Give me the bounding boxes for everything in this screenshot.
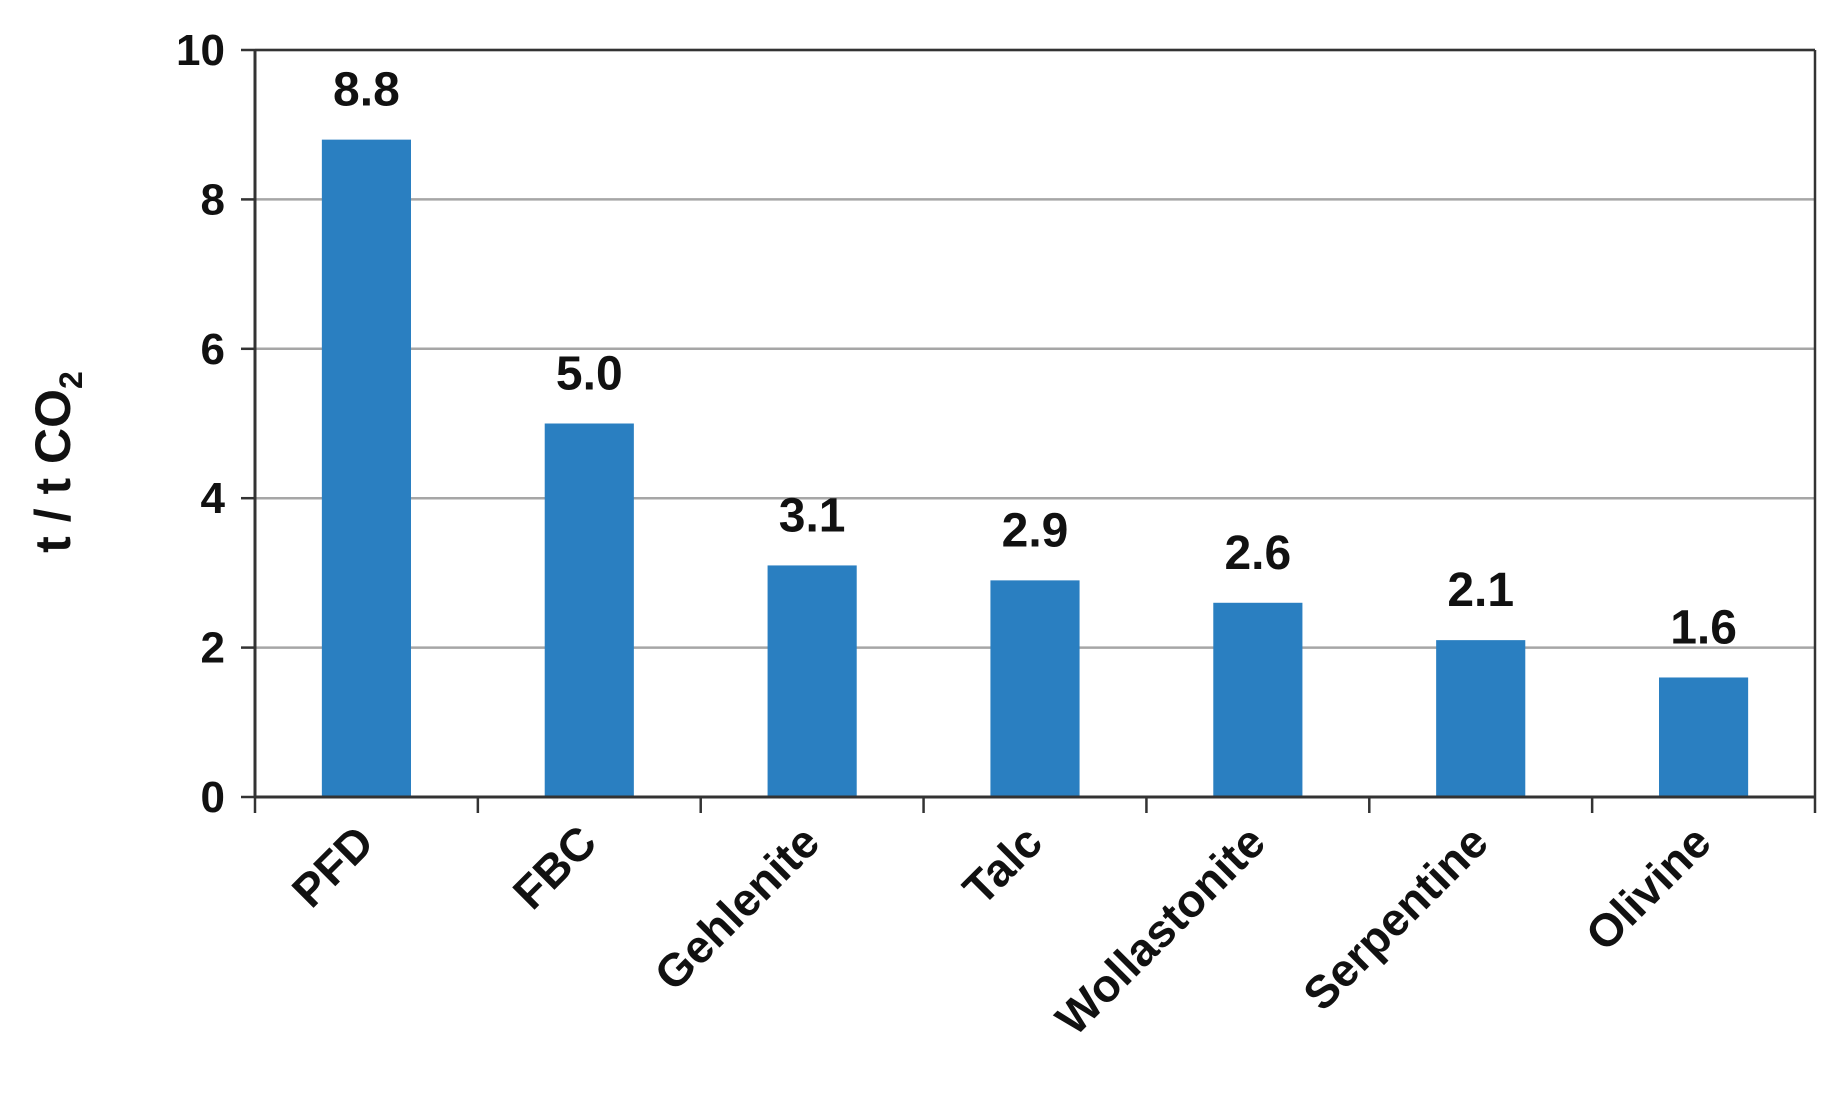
y-tick-label: 2 (201, 624, 225, 673)
y-axis-title-main: t / t CO (25, 389, 81, 553)
y-tick-label: 4 (201, 474, 226, 523)
x-category-label: Wollastonite (1045, 815, 1275, 1045)
gridlines (255, 48, 1815, 649)
x-category-label: Olivine (1575, 815, 1720, 960)
y-axis-title-subscript: 2 (53, 371, 89, 389)
data-label: 3.1 (779, 489, 846, 542)
data-label: 1.6 (1670, 601, 1737, 654)
bar (1213, 602, 1303, 797)
axes (241, 48, 1817, 813)
data-label: 2.1 (1447, 564, 1514, 617)
y-tick-label: 8 (201, 175, 225, 224)
y-axis-title: t / t CO2 (25, 371, 89, 553)
bar (990, 580, 1080, 797)
bar (767, 565, 857, 797)
data-label: 2.9 (1002, 504, 1069, 557)
x-category-label: FBC (503, 815, 607, 919)
bars (321, 139, 1749, 797)
x-category-label: PFD (282, 815, 384, 917)
y-tick-label: 6 (201, 325, 225, 374)
bar (544, 423, 634, 797)
data-label: 2.6 (1224, 527, 1291, 580)
x-category-label: Gehlenite (644, 815, 829, 1000)
x-category-label: Serpentine (1293, 815, 1498, 1020)
x-category-label: Talc (953, 815, 1052, 914)
y-tick-label: 10 (176, 26, 225, 75)
bar (1659, 677, 1749, 797)
bar (321, 139, 411, 797)
data-label: 5.0 (556, 348, 623, 401)
bar (1436, 640, 1526, 797)
y-tick-label: 0 (201, 773, 225, 822)
data-label: 8.8 (333, 64, 400, 117)
